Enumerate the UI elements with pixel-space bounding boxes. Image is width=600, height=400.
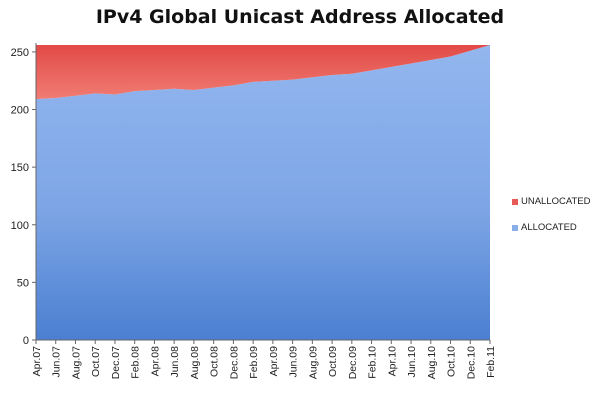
y-tick-label: 50 bbox=[17, 277, 29, 289]
chart-title: IPv4 Global Unicast Address Allocated bbox=[95, 6, 505, 28]
x-tick-label: Aug.10 bbox=[426, 346, 438, 379]
x-tick-label: Apr.09 bbox=[268, 346, 280, 377]
legend-item-allocated: ALLOCATED bbox=[512, 222, 577, 233]
x-tick-label: Dec.07 bbox=[110, 346, 122, 379]
x-tick-label: Oct.07 bbox=[90, 346, 102, 377]
area-unallocated bbox=[36, 45, 490, 100]
x-tick-label: Apr.10 bbox=[386, 346, 398, 377]
x-tick-label: Jun.08 bbox=[169, 346, 181, 378]
x-tick-label: Apr.08 bbox=[149, 346, 161, 377]
legend-label-allocated: ALLOCATED bbox=[521, 222, 577, 233]
legend-swatch-unallocated bbox=[512, 198, 518, 205]
x-tick-label: Oct.09 bbox=[327, 346, 339, 377]
x-tick-label: Aug.08 bbox=[189, 346, 201, 379]
x-tick-label: Oct.08 bbox=[209, 346, 221, 377]
x-tick-label: Feb.10 bbox=[367, 346, 379, 379]
x-tick-label: Jun.09 bbox=[288, 346, 300, 378]
y-tick-label: 100 bbox=[11, 220, 29, 232]
x-tick-label: Oct.10 bbox=[446, 346, 458, 377]
area-allocated bbox=[36, 45, 490, 340]
x-tick-label: Jun.07 bbox=[51, 346, 63, 378]
y-tick-label: 250 bbox=[11, 47, 29, 59]
x-tick-label: Feb.09 bbox=[248, 346, 260, 379]
legend-label-unallocated: UNALLOCATED bbox=[521, 196, 591, 207]
x-tick-label: Feb.11 bbox=[485, 346, 497, 378]
x-tick-label: Dec.10 bbox=[465, 346, 477, 379]
x-tick-label: Aug.07 bbox=[70, 346, 82, 379]
x-tick-label: Feb.08 bbox=[130, 346, 142, 379]
y-tick-label: 150 bbox=[11, 162, 29, 174]
x-tick-label: Dec.09 bbox=[347, 346, 359, 379]
x-tick-label: Jun.10 bbox=[406, 346, 418, 378]
x-tick-label: Dec.08 bbox=[228, 346, 240, 379]
legend-swatch-allocated bbox=[512, 224, 518, 231]
y-tick-label: 200 bbox=[11, 105, 29, 117]
legend-item-unallocated: UNALLOCATED bbox=[512, 196, 591, 207]
x-tick-label: Apr.07 bbox=[31, 346, 43, 377]
y-tick-label: 0 bbox=[23, 335, 29, 347]
x-tick-label: Aug.09 bbox=[307, 346, 319, 379]
